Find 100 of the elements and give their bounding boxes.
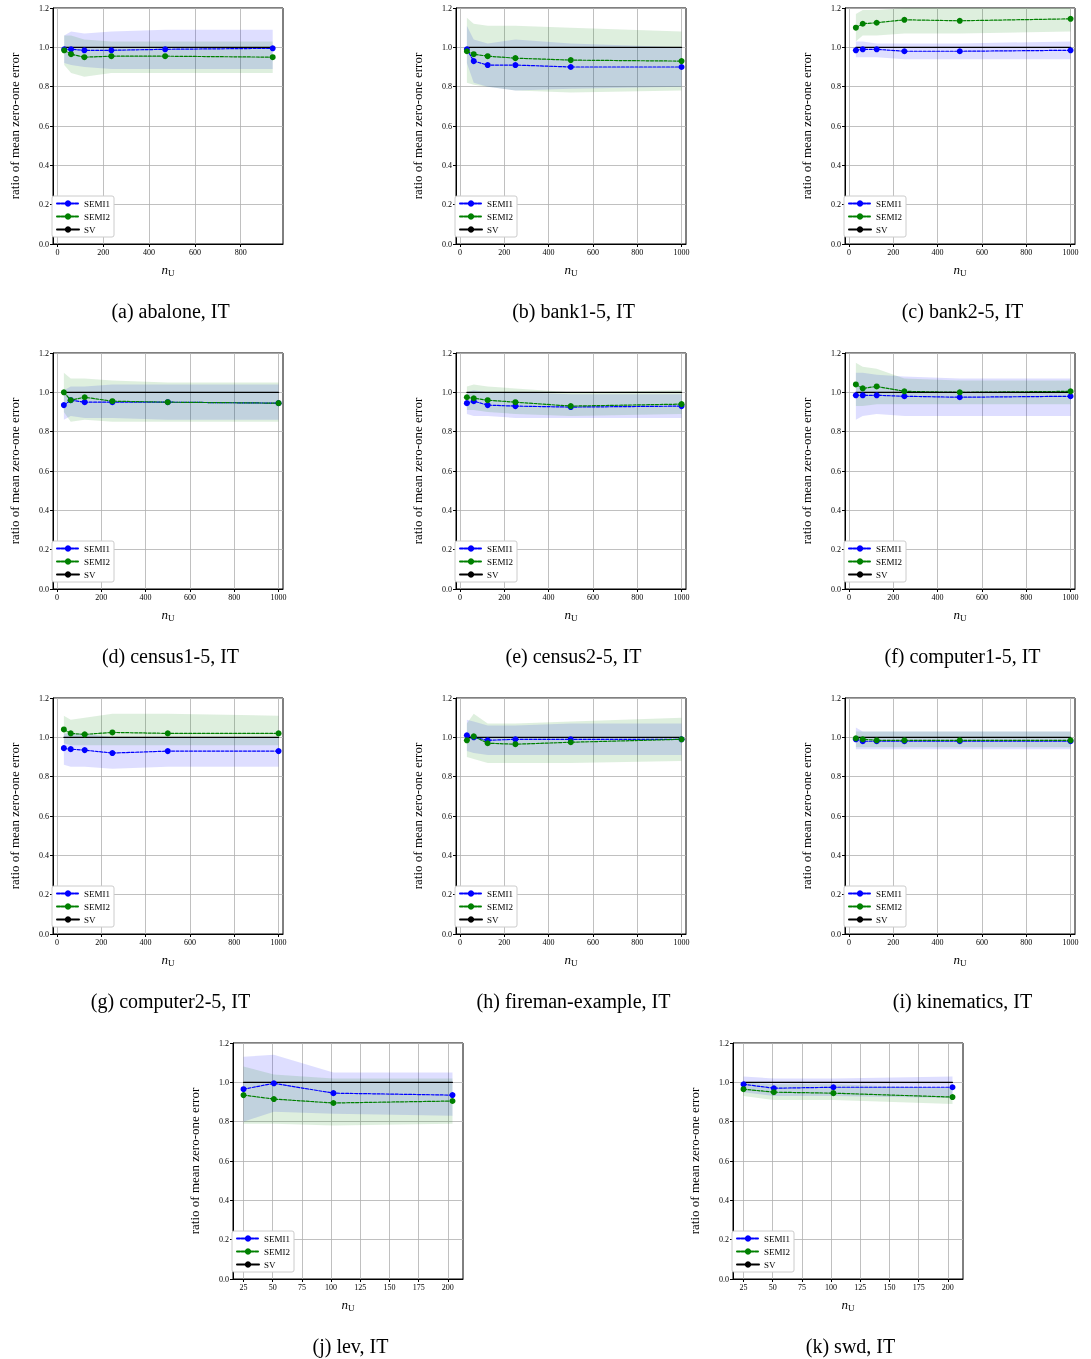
x-tick-label: 600 [975, 247, 988, 257]
y-tick-label: 1.2 [442, 348, 452, 358]
text: (h) fireman-example, IT [476, 990, 671, 1013]
y-tick-label: 1.0 [831, 42, 841, 52]
text: (i) kinematics, IT [892, 990, 1033, 1013]
legend-label: SV [84, 569, 97, 580]
x-tick-label: 400 [139, 592, 152, 602]
y-tick-label: 1.2 [831, 348, 841, 358]
x-tick-label: 75 [297, 1282, 306, 1292]
x-tick-label: 800 [228, 592, 241, 602]
y-tick-label: 0.8 [442, 772, 452, 782]
y-tick-label: 0.4 [442, 160, 452, 170]
y-tick-label: 0.0 [719, 1274, 729, 1284]
text: (f) computer1-5, IT [884, 645, 1041, 668]
y-tick-label: 0.2 [219, 1235, 229, 1245]
y-tick-label: 1.2 [219, 1038, 229, 1048]
x-tick-label: 800 [631, 592, 644, 602]
y-tick-label: 0.8 [39, 772, 49, 782]
text: (b) bank1-5, IT [512, 300, 635, 323]
y-tick-label: 1.0 [442, 732, 452, 742]
x-tick-label: 400 [542, 247, 555, 257]
y-axis-title: ratio of mean zero-one error [799, 52, 814, 200]
x-tick-label: 125 [854, 1282, 867, 1292]
y-tick-label: 0.4 [39, 505, 49, 515]
text: (d) census1-5, IT [101, 645, 240, 668]
x-tick-label: 400 [542, 937, 555, 947]
x-tick-label: 800 [1020, 592, 1033, 602]
legend-label: SEMI1 [487, 888, 514, 899]
x-tick-label: 200 [498, 247, 511, 257]
y-axis-title: ratio of mean zero-one error [410, 397, 425, 545]
y-axis-title: ratio of mean zero-one error [410, 742, 425, 890]
y-tick-label: 1.0 [39, 42, 49, 52]
y-tick-label: 0.4 [831, 505, 841, 515]
legend-label: SEMI2 [487, 901, 514, 912]
y-tick-label: 0.0 [831, 929, 841, 939]
text: (k) swd, IT [805, 1335, 896, 1358]
y-tick-label: 0.8 [442, 427, 452, 437]
legend-label: SEMI2 [487, 556, 514, 567]
y-tick-label: 0.6 [39, 811, 49, 821]
text: (a) abalone, IT [111, 300, 230, 323]
legend-label: SEMI1 [487, 543, 514, 554]
y-tick-label: 1.0 [831, 387, 841, 397]
x-tick-label: 800 [1020, 247, 1033, 257]
text: (e) census2-5, IT [505, 645, 642, 668]
y-tick-label: 0.2 [39, 545, 49, 555]
x-tick-label: 50 [268, 1282, 277, 1292]
x-tick-label: 600 [183, 592, 196, 602]
x-tick-label: 175 [412, 1282, 425, 1292]
y-tick-label: 0.4 [219, 1195, 229, 1205]
x-tick-label: 400 [542, 592, 555, 602]
y-tick-label: 0.6 [719, 1156, 729, 1166]
x-tick-label: 200 [887, 937, 900, 947]
legend-label: SEMI2 [764, 1246, 791, 1257]
y-tick-label: 1.0 [442, 42, 452, 52]
x-tick-label: 175 [912, 1282, 925, 1292]
y-axis-title: ratio of mean zero-one error [7, 742, 22, 890]
x-tick-label: 200 [95, 592, 108, 602]
y-tick-label: 0.2 [39, 890, 49, 900]
y-tick-label: 1.0 [719, 1077, 729, 1087]
x-tick-label: 0 [54, 592, 59, 602]
legend-label: SEMI2 [876, 901, 903, 912]
x-tick-label: 400 [931, 592, 944, 602]
y-tick-label: 0.2 [831, 890, 841, 900]
legend-label: SEMI1 [876, 198, 903, 209]
legend-label: SEMI2 [84, 901, 111, 912]
x-tick-label: 200 [887, 247, 900, 257]
y-tick-label: 0.2 [442, 200, 452, 210]
x-tick-label: 1000 [1062, 937, 1079, 947]
x-tick-label: 100 [325, 1282, 338, 1292]
x-tick-label: 600 [183, 937, 196, 947]
y-tick-label: 0.6 [39, 121, 49, 131]
x-tick-label: 1000 [673, 247, 690, 257]
y-tick-label: 0.0 [39, 584, 49, 594]
y-tick-label: 1.0 [442, 387, 452, 397]
y-tick-label: 1.0 [219, 1077, 229, 1087]
x-tick-label: 1000 [1062, 247, 1079, 257]
x-tick-label: 0 [846, 247, 851, 257]
x-tick-label: 0 [457, 247, 462, 257]
legend-label: SV [876, 914, 889, 925]
y-axis-title: ratio of mean zero-one error [7, 52, 22, 200]
y-tick-label: 0.0 [831, 584, 841, 594]
y-tick-label: 1.2 [442, 693, 452, 703]
legend-label: SEMI2 [264, 1246, 291, 1257]
legend-label: SEMI1 [84, 198, 111, 209]
y-tick-label: 0.4 [442, 505, 452, 515]
y-tick-label: 0.6 [219, 1156, 229, 1166]
legend-label: SV [487, 224, 500, 235]
y-tick-label: 0.8 [39, 427, 49, 437]
x-tick-label: 200 [498, 937, 511, 947]
legend-label: SEMI1 [876, 888, 903, 899]
x-tick-label: 200 [97, 247, 110, 257]
x-tick-label: 100 [825, 1282, 838, 1292]
x-tick-label: 0 [55, 247, 60, 257]
y-axis-title: ratio of mean zero-one error [799, 397, 814, 545]
y-tick-label: 1.2 [39, 348, 49, 358]
legend-label: SEMI2 [487, 211, 514, 222]
x-tick-label: 800 [631, 247, 644, 257]
y-tick-label: 0.4 [39, 160, 49, 170]
x-tick-label: 1000 [673, 592, 690, 602]
y-tick-label: 0.8 [39, 82, 49, 92]
